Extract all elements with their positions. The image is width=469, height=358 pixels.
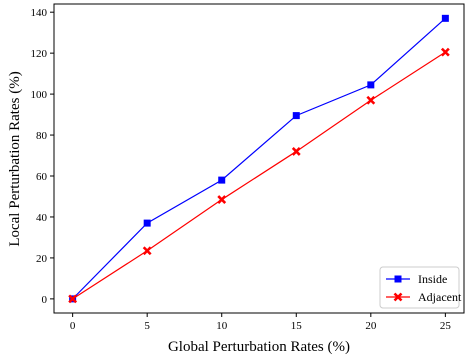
legend-marker-adjacent: [393, 292, 403, 302]
data-point-inside: [218, 176, 226, 184]
y-axis-label: Local Perturbation Rates (%): [7, 71, 23, 246]
x-axis-label: Global Perturbation Rates (%): [168, 339, 350, 355]
data-point-inside: [292, 112, 300, 120]
y-tick-label: 60: [36, 171, 48, 183]
y-tick-label: 0: [42, 294, 48, 306]
y-tick-label: 120: [31, 48, 48, 60]
legend-label-inside: Inside: [418, 272, 447, 286]
data-point-adjacent: [291, 147, 301, 156]
data-point-adjacent: [142, 246, 152, 256]
legend: Inside Adjacent: [379, 266, 462, 309]
x-tick-label: 5: [144, 320, 150, 332]
series-line-inside: [72, 17, 446, 300]
data-point-adjacent: [217, 195, 227, 204]
x-tick-label: 10: [216, 320, 228, 332]
legend-marker-inside: [394, 275, 402, 283]
y-tick-label: 20: [36, 253, 48, 265]
legend-label-adjacent: Adjacent: [418, 290, 462, 304]
x-tick-label: 25: [440, 320, 452, 332]
data-point-adjacent: [366, 95, 376, 105]
data-point-adjacent: [440, 47, 450, 57]
y-tick-label: 80: [36, 130, 48, 142]
data-point-inside: [143, 219, 151, 227]
x-tick-label: 0: [70, 320, 76, 332]
x-tick-label: 15: [291, 320, 303, 332]
series-markers: [68, 14, 450, 304]
y-tick-label: 100: [31, 89, 48, 101]
data-point-adjacent: [68, 294, 78, 304]
x-tick-label: 20: [365, 320, 377, 332]
data-point-inside: [367, 81, 375, 89]
y-tick-label: 40: [36, 212, 48, 224]
series-lines: [72, 17, 446, 300]
axis-ticks: 0 5 10 15 20 25 0 20 40 60 80 100 120 140: [31, 7, 452, 332]
series-line-adjacent: [72, 51, 446, 300]
data-point-inside: [441, 14, 449, 22]
y-tick-label: 140: [31, 7, 48, 19]
plot-frame: [53, 3, 465, 314]
